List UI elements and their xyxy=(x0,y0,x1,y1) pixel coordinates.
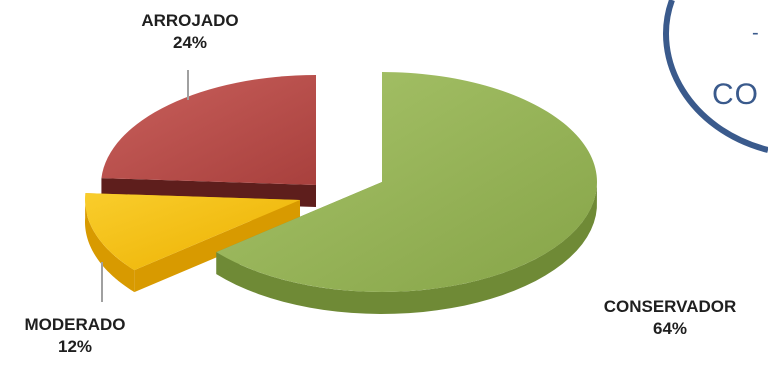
pie-slice-top-conservador xyxy=(216,72,597,292)
slice-value-moderado: 12% xyxy=(57,337,93,356)
pie-slice-wall-moderado-0 xyxy=(134,200,300,293)
slice-name-conservador: CONSERVADOR xyxy=(603,297,737,316)
pie-slice-side-moderado xyxy=(85,195,135,293)
slice-name-moderado: MODERADO xyxy=(24,315,126,334)
corner-text: CO xyxy=(712,78,759,111)
pie-slice-arrojado xyxy=(101,75,316,207)
pie-slice-top-moderado xyxy=(84,193,300,271)
slice-name-arrojado: ARROJADO xyxy=(141,11,239,30)
slice-value-arrojado: 24% xyxy=(172,33,208,52)
slice-label-moderado: MODERADO 12% xyxy=(0,314,150,358)
pie-slice-moderado xyxy=(84,193,300,293)
pie-slice-top-arrojado xyxy=(101,75,316,185)
pie-slice-conservador xyxy=(216,72,597,314)
corner-mark: - xyxy=(752,22,759,44)
slice-label-conservador: CONSERVADOR 64% xyxy=(575,296,765,340)
decorative-circle-arc xyxy=(663,0,768,153)
slice-label-arrojado: ARROJADO 24% xyxy=(110,10,270,54)
pie-slice-side-conservador xyxy=(216,178,597,314)
slice-value-conservador: 64% xyxy=(652,319,688,338)
